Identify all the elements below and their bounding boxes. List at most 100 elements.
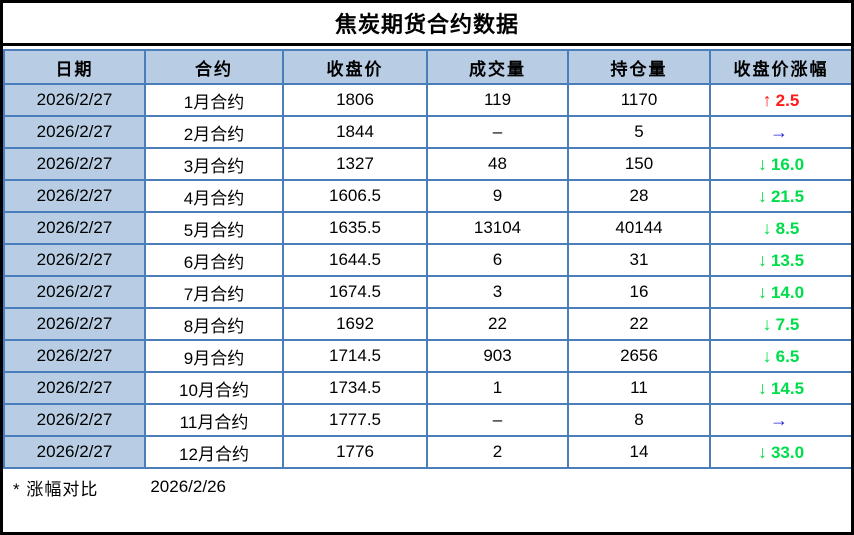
flat-arrow-icon: → [770, 121, 788, 142]
header-open-interest: 持仓量 [567, 49, 711, 85]
open-interest-cell: 1170 [567, 83, 711, 117]
close-price-cell: 1692 [282, 307, 428, 341]
close-change-cell: ↓ 33.0 [709, 435, 851, 469]
close-change-cell: ↓ 13.5 [709, 243, 851, 277]
contract-cell: 7月合约 [144, 275, 284, 309]
close-price-cell: 1606.5 [282, 179, 428, 213]
volume-cell: 903 [426, 339, 569, 373]
table-body: 2026/2/27 1月合约 1806 119 1170 ↑ 2.5 2026/2/27 2月合… [3, 83, 851, 469]
volume-cell: 13104 [426, 211, 569, 245]
close-change-cell: ↓ 21.5 [709, 179, 851, 213]
contract-cell: 4月合约 [144, 179, 284, 213]
volume-cell: 2 [426, 435, 569, 469]
title-bar: 焦炭期货合约数据 [3, 3, 851, 46]
date-cell: 2026/2/27 [3, 83, 146, 117]
close-price-cell: 1635.5 [282, 211, 428, 245]
open-interest-cell: 150 [567, 147, 711, 181]
change-value: 14.5 [770, 378, 805, 398]
close-price-cell: 1674.5 [282, 275, 428, 309]
down-arrow-icon: ↓ [762, 217, 772, 238]
footnote-row: * 涨幅对比 2026/2/26 [3, 469, 851, 505]
page-title: 焦炭期货合约数据 [334, 12, 519, 37]
close-price-cell: 1327 [282, 147, 428, 181]
down-arrow-icon: ↓ [757, 249, 767, 270]
open-interest-cell: 40144 [567, 211, 711, 245]
table-row: 2026/2/27 11月合约 1777.5–8 → [3, 403, 851, 437]
open-interest-cell: 5 [567, 115, 711, 149]
volume-cell: 9 [426, 179, 569, 213]
date-cell: 2026/2/27 [3, 371, 146, 405]
open-interest-cell: 22 [567, 307, 711, 341]
close-change-cell: ↓ 14.5 [709, 371, 851, 405]
change-value: 21.5 [770, 186, 805, 206]
close-price-cell: 1714.5 [282, 339, 428, 373]
down-arrow-icon: ↓ [762, 313, 772, 334]
volume-cell: 22 [426, 307, 569, 341]
table-row: 2026/2/27 4月合约 1606.5 9 28 ↓ 21.5 [3, 179, 851, 213]
volume-cell: 119 [426, 83, 569, 117]
down-arrow-icon: ↓ [757, 185, 767, 206]
down-arrow-icon: ↓ [757, 281, 767, 302]
comparison-date: 2026/2/26 [150, 477, 226, 496]
contract-cell: 11月合约 [144, 403, 284, 437]
change-value: 8.5 [775, 218, 800, 238]
table-row: 2026/2/27 12月合约 1776 2 14 ↓ 33.0 [3, 435, 851, 469]
change-value: 16.0 [770, 154, 805, 174]
date-cell: 2026/2/27 [3, 147, 146, 181]
open-interest-cell: 31 [567, 243, 711, 277]
close-change-cell: ↑ 2.5 [709, 83, 851, 117]
table-row: 2026/2/27 6月合约 1644.5 6 31 ↓ 13.5 [3, 243, 851, 277]
down-arrow-icon: ↓ [757, 153, 767, 174]
date-cell: 2026/2/27 [3, 307, 146, 341]
contract-cell: 5月合约 [144, 211, 284, 245]
header-row: 日期 合约 收盘价 成交量 持仓量 收盘价涨幅 [3, 49, 851, 85]
volume-cell: 1 [426, 371, 569, 405]
close-price-cell: 1776 [282, 435, 428, 469]
table-header: 日期 合约 收盘价 成交量 持仓量 收盘价涨幅 [3, 49, 851, 85]
change-comparison-note: * 涨幅对比 [13, 479, 99, 499]
contract-cell: 10月合约 [144, 371, 284, 405]
open-interest-cell: 16 [567, 275, 711, 309]
header-date: 日期 [3, 49, 146, 85]
volume-cell: 48 [426, 147, 569, 181]
date-cell: 2026/2/27 [3, 179, 146, 213]
table-row: 2026/2/27 10月合约 1734.5 1 11 ↓ 14.5 [3, 371, 851, 405]
date-cell: 2026/2/27 [3, 275, 146, 309]
table-row: 2026/2/27 2月合约 1844–5 → [3, 115, 851, 149]
table-row: 2026/2/27 7月合约 1674.5 3 16 ↓ 14.0 [3, 275, 851, 309]
open-interest-cell: 14 [567, 435, 711, 469]
volume-cell: – [426, 115, 569, 149]
contract-cell: 2月合约 [144, 115, 284, 149]
close-price-cell: 1644.5 [282, 243, 428, 277]
open-interest-cell: 28 [567, 179, 711, 213]
down-arrow-icon: ↓ [762, 345, 772, 366]
change-value: 33.0 [770, 442, 805, 462]
down-arrow-icon: ↓ [757, 377, 767, 398]
open-interest-cell: 8 [567, 403, 711, 437]
close-change-cell: → [709, 115, 851, 149]
table-row: 2026/2/27 8月合约 1692 22 22 ↓ 7.5 [3, 307, 851, 341]
table-row: 2026/2/27 1月合约 1806 119 1170 ↑ 2.5 [3, 83, 851, 117]
change-value: 6.5 [775, 346, 800, 366]
contract-cell: 3月合约 [144, 147, 284, 181]
header-volume: 成交量 [426, 49, 569, 85]
close-change-cell: ↓ 16.0 [709, 147, 851, 181]
flat-arrow-icon: → [770, 409, 788, 430]
date-cell: 2026/2/27 [3, 211, 146, 245]
close-change-cell: ↓ 7.5 [709, 307, 851, 341]
table-row: 2026/2/27 5月合约 1635.5 13104 40144 ↓ 8.5 [3, 211, 851, 245]
change-value: 7.5 [775, 314, 800, 334]
close-change-cell: ↓ 14.0 [709, 275, 851, 309]
down-arrow-icon: ↓ [757, 441, 767, 462]
open-interest-cell: 11 [567, 371, 711, 405]
change-value: 13.5 [770, 250, 805, 270]
volume-cell: – [426, 403, 569, 437]
table-row: 2026/2/27 3月合约 1327 48 150 ↓ 16.0 [3, 147, 851, 181]
futures-data-table: 日期 合约 收盘价 成交量 持仓量 收盘价涨幅 2026/2/27 1月合约 180… [3, 49, 851, 469]
open-interest-cell: 2656 [567, 339, 711, 373]
close-price-cell: 1844 [282, 115, 428, 149]
date-cell: 2026/2/27 [3, 403, 146, 437]
contract-cell: 6月合约 [144, 243, 284, 277]
close-change-cell: ↓ 8.5 [709, 211, 851, 245]
up-arrow-icon: ↑ [762, 89, 772, 110]
